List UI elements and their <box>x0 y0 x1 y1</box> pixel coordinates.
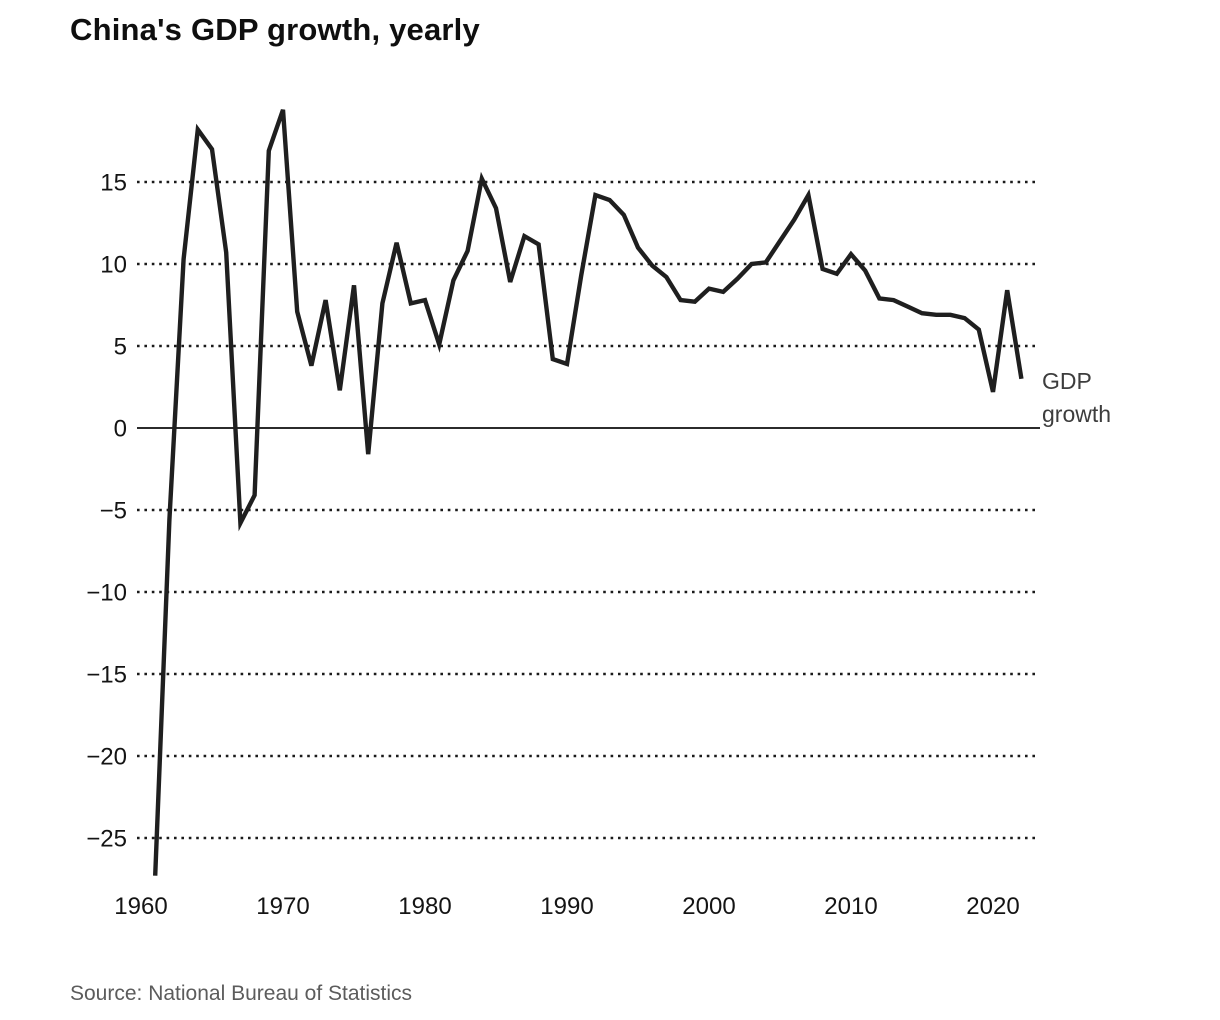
x-tick-label: 2010 <box>824 893 877 920</box>
x-tick-label: 2000 <box>682 893 735 920</box>
y-tick-label: 10 <box>100 252 127 279</box>
y-axis-tick-labels: 15 10 5 0 −5 −10 −15 −20 −25 <box>86 170 127 853</box>
y-tick-label: 15 <box>100 170 127 197</box>
x-tick-label: 1970 <box>256 893 309 920</box>
y-tick-label: −5 <box>100 498 127 525</box>
series-label-line-2: growth <box>1042 401 1111 427</box>
y-tick-label: 0 <box>114 416 127 443</box>
x-axis-tick-labels: 1960 1970 1980 1990 2000 2010 2020 <box>114 893 1019 920</box>
source-note: Source: National Bureau of Statistics <box>70 982 413 1005</box>
x-tick-label: 1990 <box>540 893 593 920</box>
gridlines <box>137 180 1040 840</box>
y-tick-label: −25 <box>86 826 127 853</box>
y-tick-label: −10 <box>86 580 127 607</box>
x-tick-label: 1960 <box>114 893 167 920</box>
series-label-line-1: GDP <box>1042 368 1092 394</box>
y-tick-label: 5 <box>114 334 127 361</box>
gdp-growth-line <box>153 109 1024 876</box>
y-tick-label: −15 <box>86 662 127 689</box>
chart-title: China's GDP growth, yearly <box>70 12 480 47</box>
y-tick-label: −20 <box>86 744 127 771</box>
x-tick-label: 1980 <box>398 893 451 920</box>
x-tick-label: 2020 <box>966 893 1019 920</box>
